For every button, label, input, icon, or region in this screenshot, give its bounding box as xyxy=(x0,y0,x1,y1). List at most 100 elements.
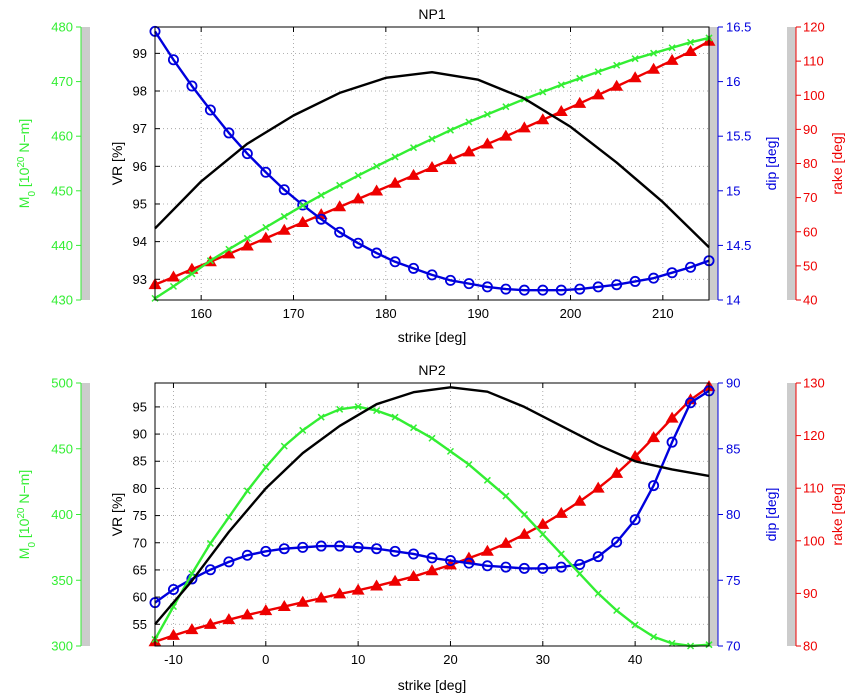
dip-point xyxy=(537,562,549,574)
x-tick-label: 160 xyxy=(190,306,212,321)
dip-tick-label: 70 xyxy=(726,639,740,654)
m0-point xyxy=(317,191,325,199)
dip-point xyxy=(518,284,530,296)
dip-point xyxy=(574,283,586,295)
dip-point xyxy=(204,104,216,116)
dip-point xyxy=(371,247,383,259)
panel-np2: NP2 -10 0 10 20 30 40 strike [deg] 55 60 65 70 75 80 8… xyxy=(16,362,846,693)
m0-label-part: N−m] xyxy=(16,119,32,157)
dip-point xyxy=(481,560,493,572)
dip-tick-label: 80 xyxy=(726,507,740,522)
vr-tick-label: 93 xyxy=(133,272,147,287)
m0-tick-label: 450 xyxy=(51,441,73,456)
m0-point xyxy=(594,68,602,76)
vr-tick-label: 60 xyxy=(133,590,147,605)
rake-point xyxy=(499,536,513,548)
x-tick-label: -10 xyxy=(164,652,183,667)
m0-point xyxy=(262,463,270,471)
m0-point xyxy=(373,162,381,170)
m0-point xyxy=(465,118,473,126)
rake-point xyxy=(203,617,217,629)
m0-point xyxy=(188,270,196,278)
dip-point xyxy=(389,256,401,268)
dip-point xyxy=(278,184,290,196)
dip-point xyxy=(334,540,346,552)
x-tick-label: 40 xyxy=(628,652,642,667)
dip-tick-label: 75 xyxy=(726,573,740,588)
rake-point xyxy=(610,466,624,478)
rake-point xyxy=(665,53,679,65)
chart-title: NP2 xyxy=(418,362,445,378)
dip-point xyxy=(389,545,401,557)
rake-tick-label: 70 xyxy=(803,190,817,205)
rake-point xyxy=(536,517,550,529)
dip-line xyxy=(154,389,710,604)
rake-tick-label: 90 xyxy=(803,122,817,137)
vr-tick-label: 98 xyxy=(133,84,147,99)
m0-point xyxy=(502,492,510,500)
rake-point xyxy=(647,431,661,443)
m0-point xyxy=(465,460,473,469)
m0-point xyxy=(428,434,436,442)
x-tick-label: 10 xyxy=(351,652,365,667)
rake-axis-label: rake [deg] xyxy=(829,483,845,545)
plot-frame xyxy=(154,382,710,647)
m0-point xyxy=(169,282,177,290)
dip-point xyxy=(167,583,179,595)
dip-point xyxy=(204,564,216,576)
m0-point xyxy=(188,570,196,578)
rake-tick-label: 110 xyxy=(803,54,824,69)
x-tick-label: 170 xyxy=(283,306,305,321)
m0-point xyxy=(243,487,251,495)
m0-point xyxy=(317,413,325,421)
rake-tick-label: 50 xyxy=(803,258,817,273)
dip-point xyxy=(629,275,641,287)
vr-tick-label: 95 xyxy=(133,399,147,414)
dip-point xyxy=(537,284,549,296)
series-vr xyxy=(154,386,710,626)
vr-tick-label: 99 xyxy=(133,46,147,61)
rake-point xyxy=(222,613,236,625)
x-tick-label: 180 xyxy=(375,306,397,321)
rake-point xyxy=(628,71,642,83)
rake-point xyxy=(647,62,661,74)
m0-point xyxy=(539,88,547,96)
rake-tick-label: 110 xyxy=(803,481,824,496)
m0-label-part: [10 xyxy=(16,518,32,542)
m0-label-part: M xyxy=(16,197,32,209)
dip-point xyxy=(223,127,235,139)
rake-tick-label: 120 xyxy=(803,428,825,443)
dip-axis-label: dip [deg] xyxy=(763,488,779,542)
x-tick-label: 190 xyxy=(467,306,489,321)
m0-point xyxy=(576,570,584,578)
rake-point xyxy=(425,161,439,173)
plot-frame xyxy=(154,26,710,301)
m0-point xyxy=(262,223,270,231)
rake-point xyxy=(425,564,439,576)
m0-tick-label: 480 xyxy=(51,20,73,35)
dip-point xyxy=(481,281,493,293)
m0-axis-bar xyxy=(81,383,90,646)
m0-point xyxy=(391,413,399,421)
m0-point xyxy=(354,171,362,180)
vr-tick-label: 65 xyxy=(133,562,147,577)
rake-point xyxy=(388,574,402,586)
m0-point xyxy=(631,55,639,63)
rake-tick-label: 120 xyxy=(803,20,825,35)
rake-point xyxy=(480,137,494,149)
dip-point xyxy=(611,536,623,548)
dip-tick-label: 16.5 xyxy=(726,20,751,35)
dip-point xyxy=(426,269,438,281)
m0-label-part: 0 xyxy=(27,542,38,548)
dip-point xyxy=(260,545,272,557)
rake-point xyxy=(407,569,421,581)
m0-point xyxy=(373,407,381,415)
m0-label-part: 20 xyxy=(16,156,27,168)
vr-tick-label: 96 xyxy=(133,159,147,174)
rake-point xyxy=(573,96,587,108)
rake-point xyxy=(407,168,421,180)
m0-point xyxy=(225,245,233,253)
dip-point xyxy=(297,199,309,211)
dip-point xyxy=(186,80,198,92)
